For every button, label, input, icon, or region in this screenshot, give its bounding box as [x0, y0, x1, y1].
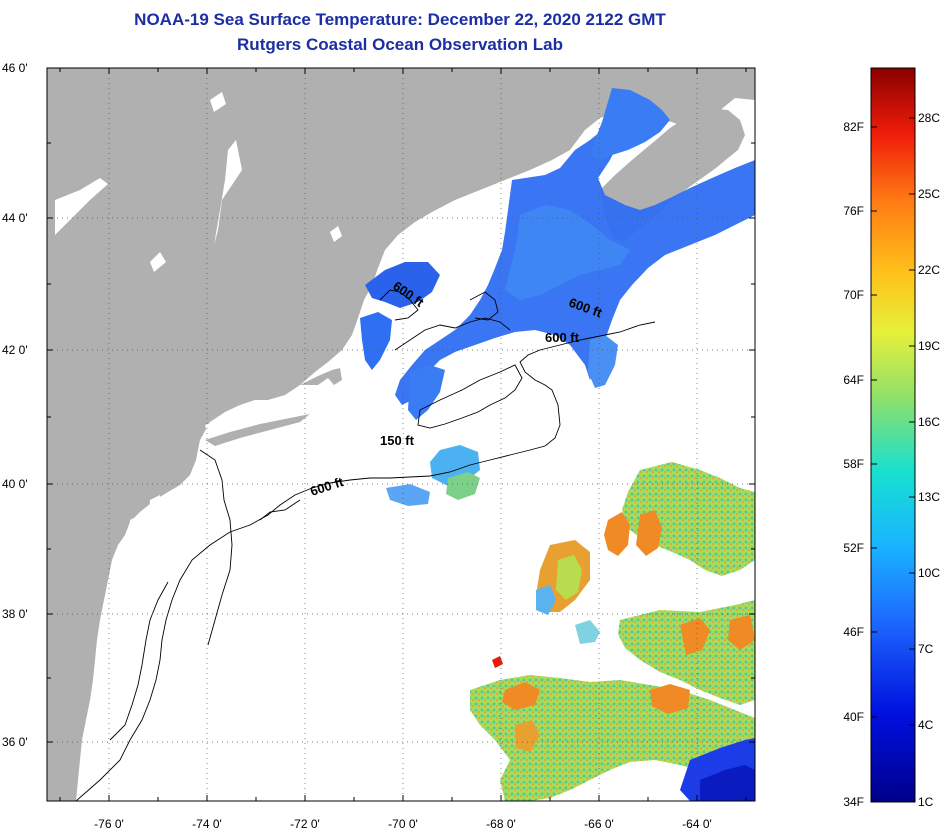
colorbar-ticks: [871, 117, 915, 726]
contour-label-600ft-northeast-channel: 600 ft: [545, 330, 580, 345]
colorbar-label-58f: 58F: [843, 457, 864, 471]
colorbar-label-7c: 7C: [918, 642, 934, 656]
lat-label-36: 36 0': [2, 735, 28, 749]
lat-label-40: 40 0': [2, 477, 28, 491]
colorbar-label-70f: 70F: [843, 288, 864, 302]
colorbar-label-28c: 28C: [918, 111, 940, 125]
colorbar-label-76f: 76F: [843, 204, 864, 218]
colorbar-label-46f: 46F: [843, 625, 864, 639]
colorbar-label-10c: 10C: [918, 566, 940, 580]
lat-label-42: 42 0': [2, 343, 28, 357]
lon-label-74: -74 0': [192, 817, 222, 831]
land-us-east-coast: [47, 68, 755, 801]
lon-label-72: -72 0': [290, 817, 320, 831]
lon-label-70: -70 0': [388, 817, 418, 831]
colorbar-label-19c: 19C: [918, 339, 940, 353]
contour-150ft: [199, 449, 233, 646]
colorbar-label-52f: 52F: [843, 541, 864, 555]
contour-georges-bank: [417, 364, 523, 429]
colorbar-label-82f: 82F: [843, 120, 864, 134]
colorbar-label-40f: 40F: [843, 710, 864, 724]
colorbar-label-34f: 34F: [843, 795, 864, 809]
bathymetry-contours: [75, 289, 656, 801]
land-nova-scotia: [600, 108, 745, 242]
axis-ticks: [47, 68, 755, 801]
lon-label-68: -68 0': [486, 817, 516, 831]
contour-600ft-shelf-break: [75, 321, 656, 801]
title-line-1: NOAA-19 Sea Surface Temperature: Decembe…: [134, 10, 666, 29]
lon-label-76: -76 0': [94, 817, 124, 831]
contour-label-150ft: 150 ft: [380, 433, 415, 448]
graticule: [47, 68, 755, 801]
land-long-island: [205, 414, 310, 446]
colorbar-label-13c: 13C: [918, 490, 940, 504]
map-frame: [46, 67, 756, 802]
sst-cold-water-patches: [360, 88, 755, 506]
colorbar: [870, 67, 916, 803]
lat-label-38: 38 0': [2, 607, 28, 621]
colorbar-label-4c: 4C: [918, 718, 934, 732]
colorbar-label-1c: 1C: [918, 795, 934, 809]
title-line-2: Rutgers Coastal Ocean Observation Lab: [237, 35, 563, 54]
colorbar-label-25c: 25C: [918, 187, 940, 201]
lat-label-46: 46 0': [2, 61, 28, 75]
colorbar-label-22c: 22C: [918, 263, 940, 277]
sst-warm-water-patches: [470, 462, 755, 801]
lon-label-66: -66 0': [584, 817, 614, 831]
colorbar-label-16c: 16C: [918, 415, 940, 429]
lon-label-64: -64 0': [682, 817, 712, 831]
colorbar-label-64f: 64F: [843, 373, 864, 387]
lat-label-44: 44 0': [2, 211, 28, 225]
